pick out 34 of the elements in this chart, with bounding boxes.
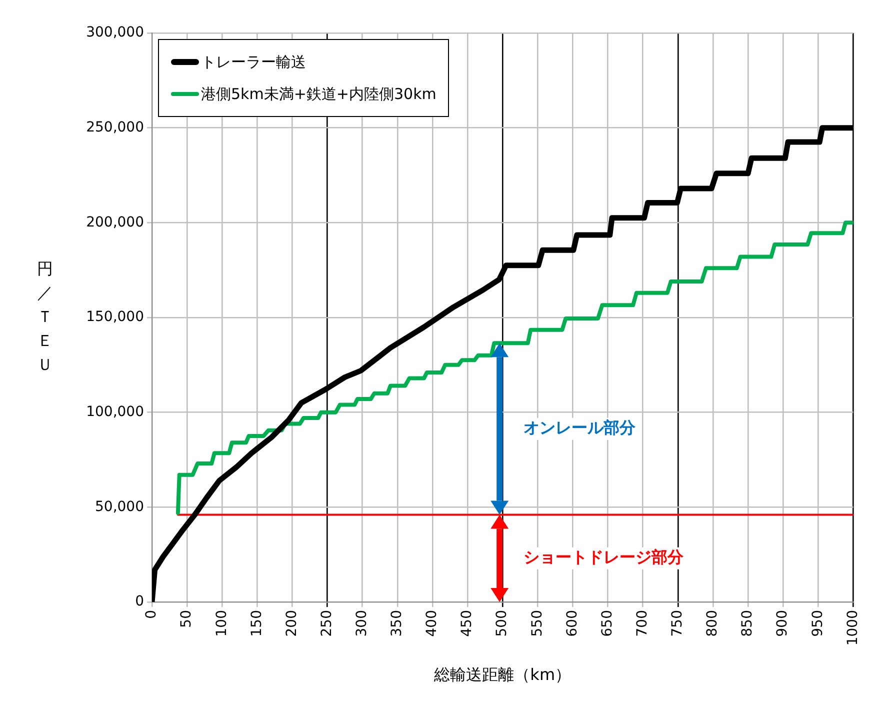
y-tick-label: 200,000 (86, 214, 144, 230)
y-tick-label: 100,000 (86, 404, 144, 420)
y-tick-label: 300,000 (86, 24, 144, 41)
x-tick-label: 100 (214, 610, 230, 637)
x-tick-label: 150 (248, 610, 265, 637)
x-tick-label: 1000 (844, 610, 861, 646)
x-tick-label: 750 (670, 610, 686, 637)
x-axis-title: 総輸送距離（km） (433, 665, 572, 684)
y-axis-title: 円／ＴＥＵ (37, 259, 53, 374)
annotation: オンレール部分 (524, 418, 637, 438)
x-tick-label: 50 (178, 610, 195, 628)
x-tick-label: 250 (318, 610, 335, 637)
x-tick-label: 450 (459, 610, 476, 637)
x-tick-label: 600 (564, 610, 580, 637)
x-tick-label: 950 (810, 610, 826, 637)
x-tick-label: 850 (740, 610, 756, 637)
x-tick-label: 0 (144, 610, 160, 619)
y-tick-label: 50,000 (95, 498, 144, 515)
x-tick-label: 650 (599, 610, 616, 637)
x-tick-label: 300 (354, 610, 370, 637)
y-tick-label: 150,000 (86, 309, 144, 326)
x-tick-label: 550 (529, 610, 546, 637)
x-tick-label: 500 (494, 610, 510, 637)
x-tick-label: 350 (389, 610, 406, 637)
x-tick-label: 200 (284, 610, 300, 637)
legend-label: 港側5km未満+鉄道+内陸側30km (201, 84, 436, 104)
legend-label: トレーラー輸送 (201, 52, 306, 72)
x-tick-label: 700 (634, 610, 650, 637)
x-tick-label: 400 (424, 610, 440, 637)
x-tick-label: 800 (704, 610, 721, 637)
y-tick-label: 250,000 (86, 119, 144, 136)
y-tick-label: 0 (135, 594, 144, 610)
x-tick-label: 900 (774, 610, 791, 637)
annotation: ショートドレージ部分 (524, 548, 685, 567)
